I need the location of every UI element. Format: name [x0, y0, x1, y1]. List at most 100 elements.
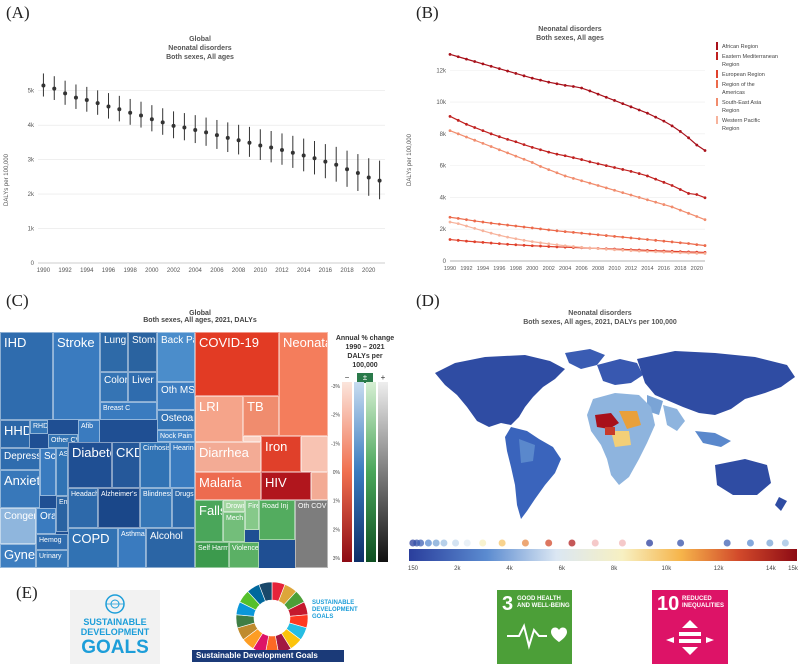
series-point: [547, 80, 551, 84]
data-point: [247, 140, 252, 145]
treemap-cell[interactable]: Fire: [245, 500, 259, 530]
series-point: [497, 67, 501, 71]
treemap-cell[interactable]: Malaria: [195, 472, 261, 500]
treemap-cell[interactable]: Stroke: [53, 332, 100, 420]
treemap-cell[interactable]: Anxiety: [0, 470, 40, 508]
data-point: [128, 110, 133, 115]
treemap-filler-cell: [243, 436, 261, 442]
treemap-cell[interactable]: Oral: [36, 508, 56, 534]
series-point: [678, 241, 682, 245]
treemap-cell[interactable]: COVID-19: [195, 332, 279, 396]
series-point: [506, 69, 509, 73]
scale-tick-label: 14k: [766, 566, 777, 572]
treemap-cell[interactable]: Self Harm: [195, 542, 229, 568]
series-point: [637, 237, 641, 241]
treemap-cell[interactable]: Oth MSK: [157, 382, 195, 410]
series-point: [530, 226, 534, 230]
treemap-cell[interactable]: CKD: [112, 442, 140, 488]
treemap-cell[interactable]: Hemog: [36, 534, 68, 550]
treemap-cell[interactable]: LRI: [195, 396, 243, 442]
treemap-cell[interactable]: RHD: [30, 420, 48, 434]
treemap-cell[interactable]: Hearing: [170, 442, 195, 488]
x-tick-label: 1996: [493, 266, 505, 272]
europe-shape: [597, 359, 643, 385]
treemap-cell[interactable]: Alzheimer's: [98, 488, 140, 528]
series-point: [662, 203, 666, 206]
treemap-cell[interactable]: Endocrine: [56, 496, 68, 532]
treemap-cell[interactable]: Drugs: [172, 488, 195, 528]
plus-button[interactable]: +: [380, 373, 386, 382]
minus-button[interactable]: −: [344, 373, 350, 382]
treemap-cell[interactable]: IHD: [0, 332, 53, 420]
treemap-cell[interactable]: Urinary: [36, 550, 68, 568]
treemap-cell[interactable]: Stomach C: [128, 332, 157, 372]
series-point: [539, 241, 542, 245]
y-tick-label: 5k: [28, 89, 35, 95]
treemap-cell[interactable]: Diarrhea: [195, 442, 261, 472]
treemap-cell[interactable]: Drown: [223, 500, 245, 512]
treemap-cell[interactable]: Iron: [261, 436, 301, 472]
treemap-cell[interactable]: Back Pain: [157, 332, 195, 382]
treemap-cell[interactable]: Depression: [0, 448, 40, 470]
legend-tick-label: -3%: [331, 384, 340, 390]
treemap-cell[interactable]: Osteoarth: [157, 410, 195, 430]
series-point: [481, 241, 485, 244]
treemap-cell[interactable]: Blindness: [140, 488, 172, 528]
data-point: [204, 130, 209, 135]
treemap-cell[interactable]: Liver C: [128, 372, 157, 402]
treemap-cell[interactable]: Alcohol: [146, 528, 195, 568]
treemap-cell[interactable]: HHD: [0, 420, 30, 448]
series-point: [522, 243, 526, 247]
treemap-cell[interactable]: Oth COVID: [295, 500, 328, 568]
map-title-1: Neonatal disorders: [568, 310, 632, 317]
treemap-cell[interactable]: Schiz: [40, 448, 56, 496]
treemap-cell[interactable]: Colorect C: [100, 372, 128, 402]
series-point: [530, 76, 534, 80]
series-point: [497, 242, 501, 246]
series-point: [654, 115, 658, 119]
treemap-cell[interactable]: Lung C: [100, 332, 128, 372]
legend-bar-gray: [378, 382, 388, 562]
treemap-cell[interactable]: Breast C: [100, 402, 157, 420]
title-line-2: Neonatal disorders: [168, 45, 232, 52]
plus-minus-button[interactable]: ±: [357, 373, 373, 383]
treemap-cell[interactable]: Asthma: [118, 528, 146, 568]
treemap-cell[interactable]: Road Inj: [259, 500, 295, 540]
treemap-cell[interactable]: Cirrhosis liver: [140, 442, 170, 488]
treemap-cell[interactable]: Congenital: [0, 508, 36, 544]
treemap-cell[interactable]: TB: [243, 396, 279, 436]
series-point: [465, 224, 468, 228]
legend-tick-label: 2%: [333, 527, 341, 533]
legend-label: Eastern Mediterranean: [722, 54, 778, 60]
treemap-cell[interactable]: Mech: [223, 512, 245, 542]
series-point: [604, 95, 608, 99]
asia-shape: [637, 351, 795, 415]
series-point: [662, 250, 666, 254]
data-point: [355, 171, 360, 176]
scale-tick-label: 10k: [662, 566, 673, 572]
series-point: [613, 234, 616, 238]
treemap-cell[interactable]: Neonatal: [279, 332, 328, 436]
treemap-cell[interactable]: Gyne: [0, 544, 36, 568]
x-tick-label: 2012: [625, 266, 637, 272]
treemap-cell[interactable]: Nock Pain: [157, 430, 195, 442]
series-point: [473, 138, 477, 142]
treemap-cell[interactable]: Falls: [195, 500, 223, 542]
data-point: [323, 159, 328, 164]
x-tick-label: 2000: [145, 268, 159, 274]
series-point: [621, 235, 625, 239]
legend-label: Western Pacific: [722, 118, 760, 124]
goal-3-text-1: GOOD HEALTH: [517, 596, 561, 602]
data-point: [84, 97, 89, 102]
goal-3-text: GOOD HEALTH AND WELL-BEING: [517, 596, 570, 610]
series-point: [497, 233, 501, 237]
series-point: [596, 92, 600, 96]
treemap-cell[interactable]: Headaches: [68, 488, 98, 528]
legend-swatch: [716, 42, 718, 50]
treemap-cell[interactable]: Violence: [229, 542, 259, 568]
treemap-cell[interactable]: COPD: [68, 528, 118, 568]
x-tick-label: 1996: [102, 268, 116, 274]
treemap-cell[interactable]: ASD: [56, 448, 68, 496]
treemap-cell[interactable]: HIV: [261, 472, 311, 500]
treemap-cell[interactable]: Diabetes: [68, 442, 112, 488]
